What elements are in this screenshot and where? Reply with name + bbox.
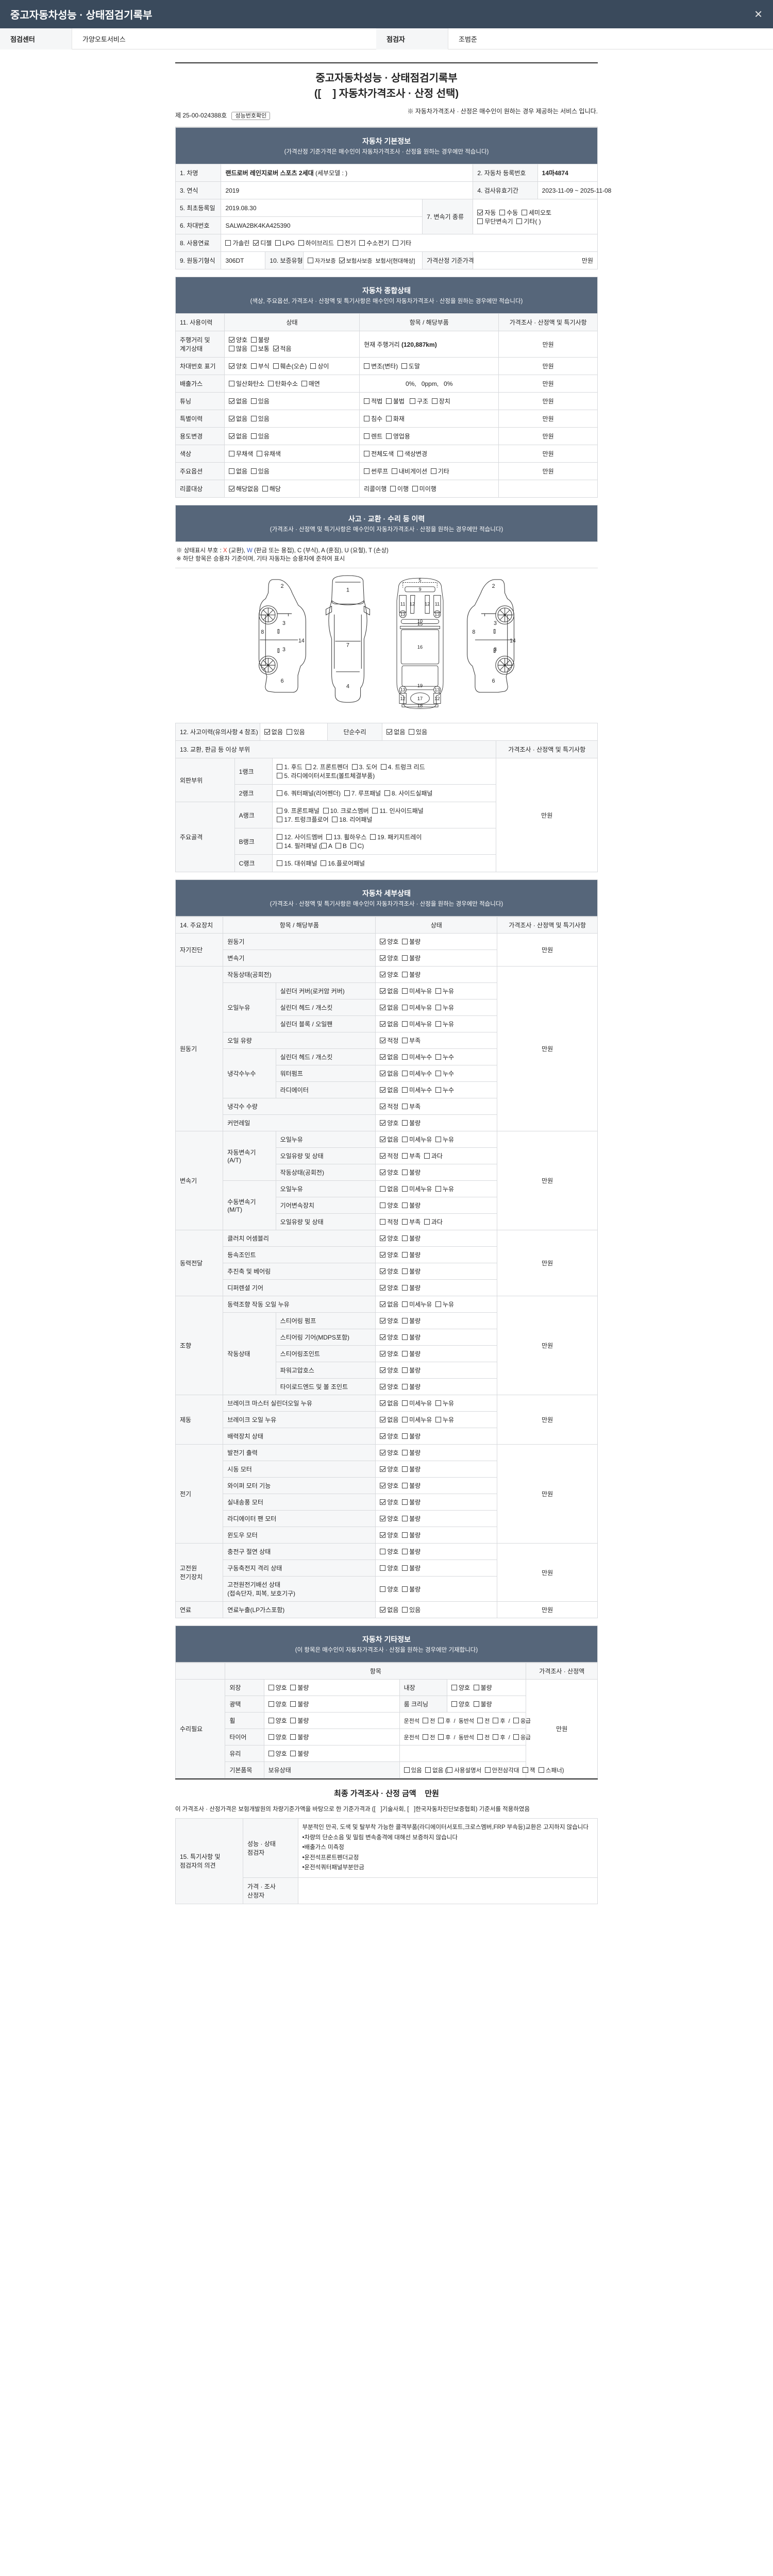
svg-text:13: 13: [400, 612, 406, 617]
svg-text:13: 13: [434, 612, 440, 617]
svg-text:11: 11: [400, 602, 406, 607]
svg-text:19: 19: [417, 683, 423, 688]
svg-text:7: 7: [346, 642, 349, 649]
svg-text:16: 16: [417, 645, 423, 650]
svg-text:1: 1: [346, 587, 349, 594]
svg-text:13: 13: [434, 687, 440, 692]
svg-text:8: 8: [261, 629, 264, 635]
svg-text:12: 12: [434, 696, 440, 701]
svg-text:6: 6: [492, 678, 495, 684]
svg-text:9: 9: [418, 587, 421, 592]
svg-text:3: 3: [494, 647, 497, 653]
svg-text:18: 18: [417, 703, 423, 708]
svg-text:14: 14: [510, 638, 516, 644]
svg-text:13: 13: [400, 687, 406, 692]
svg-text:12: 12: [400, 696, 406, 701]
svg-text:8: 8: [472, 629, 475, 635]
svg-text:15: 15: [417, 621, 423, 626]
svg-text:4: 4: [346, 683, 349, 689]
svg-text:2: 2: [492, 583, 495, 589]
svg-text:5: 5: [418, 578, 421, 583]
svg-text:3: 3: [494, 620, 497, 626]
svg-text:12: 12: [425, 602, 430, 607]
svg-text:12: 12: [410, 602, 415, 607]
svg-text:3: 3: [282, 620, 285, 626]
svg-text:14: 14: [298, 638, 305, 644]
svg-text:2: 2: [281, 583, 284, 589]
svg-text:17: 17: [417, 696, 423, 701]
svg-text:6: 6: [281, 678, 284, 684]
svg-text:11: 11: [435, 602, 440, 607]
svg-text:3: 3: [282, 647, 285, 653]
